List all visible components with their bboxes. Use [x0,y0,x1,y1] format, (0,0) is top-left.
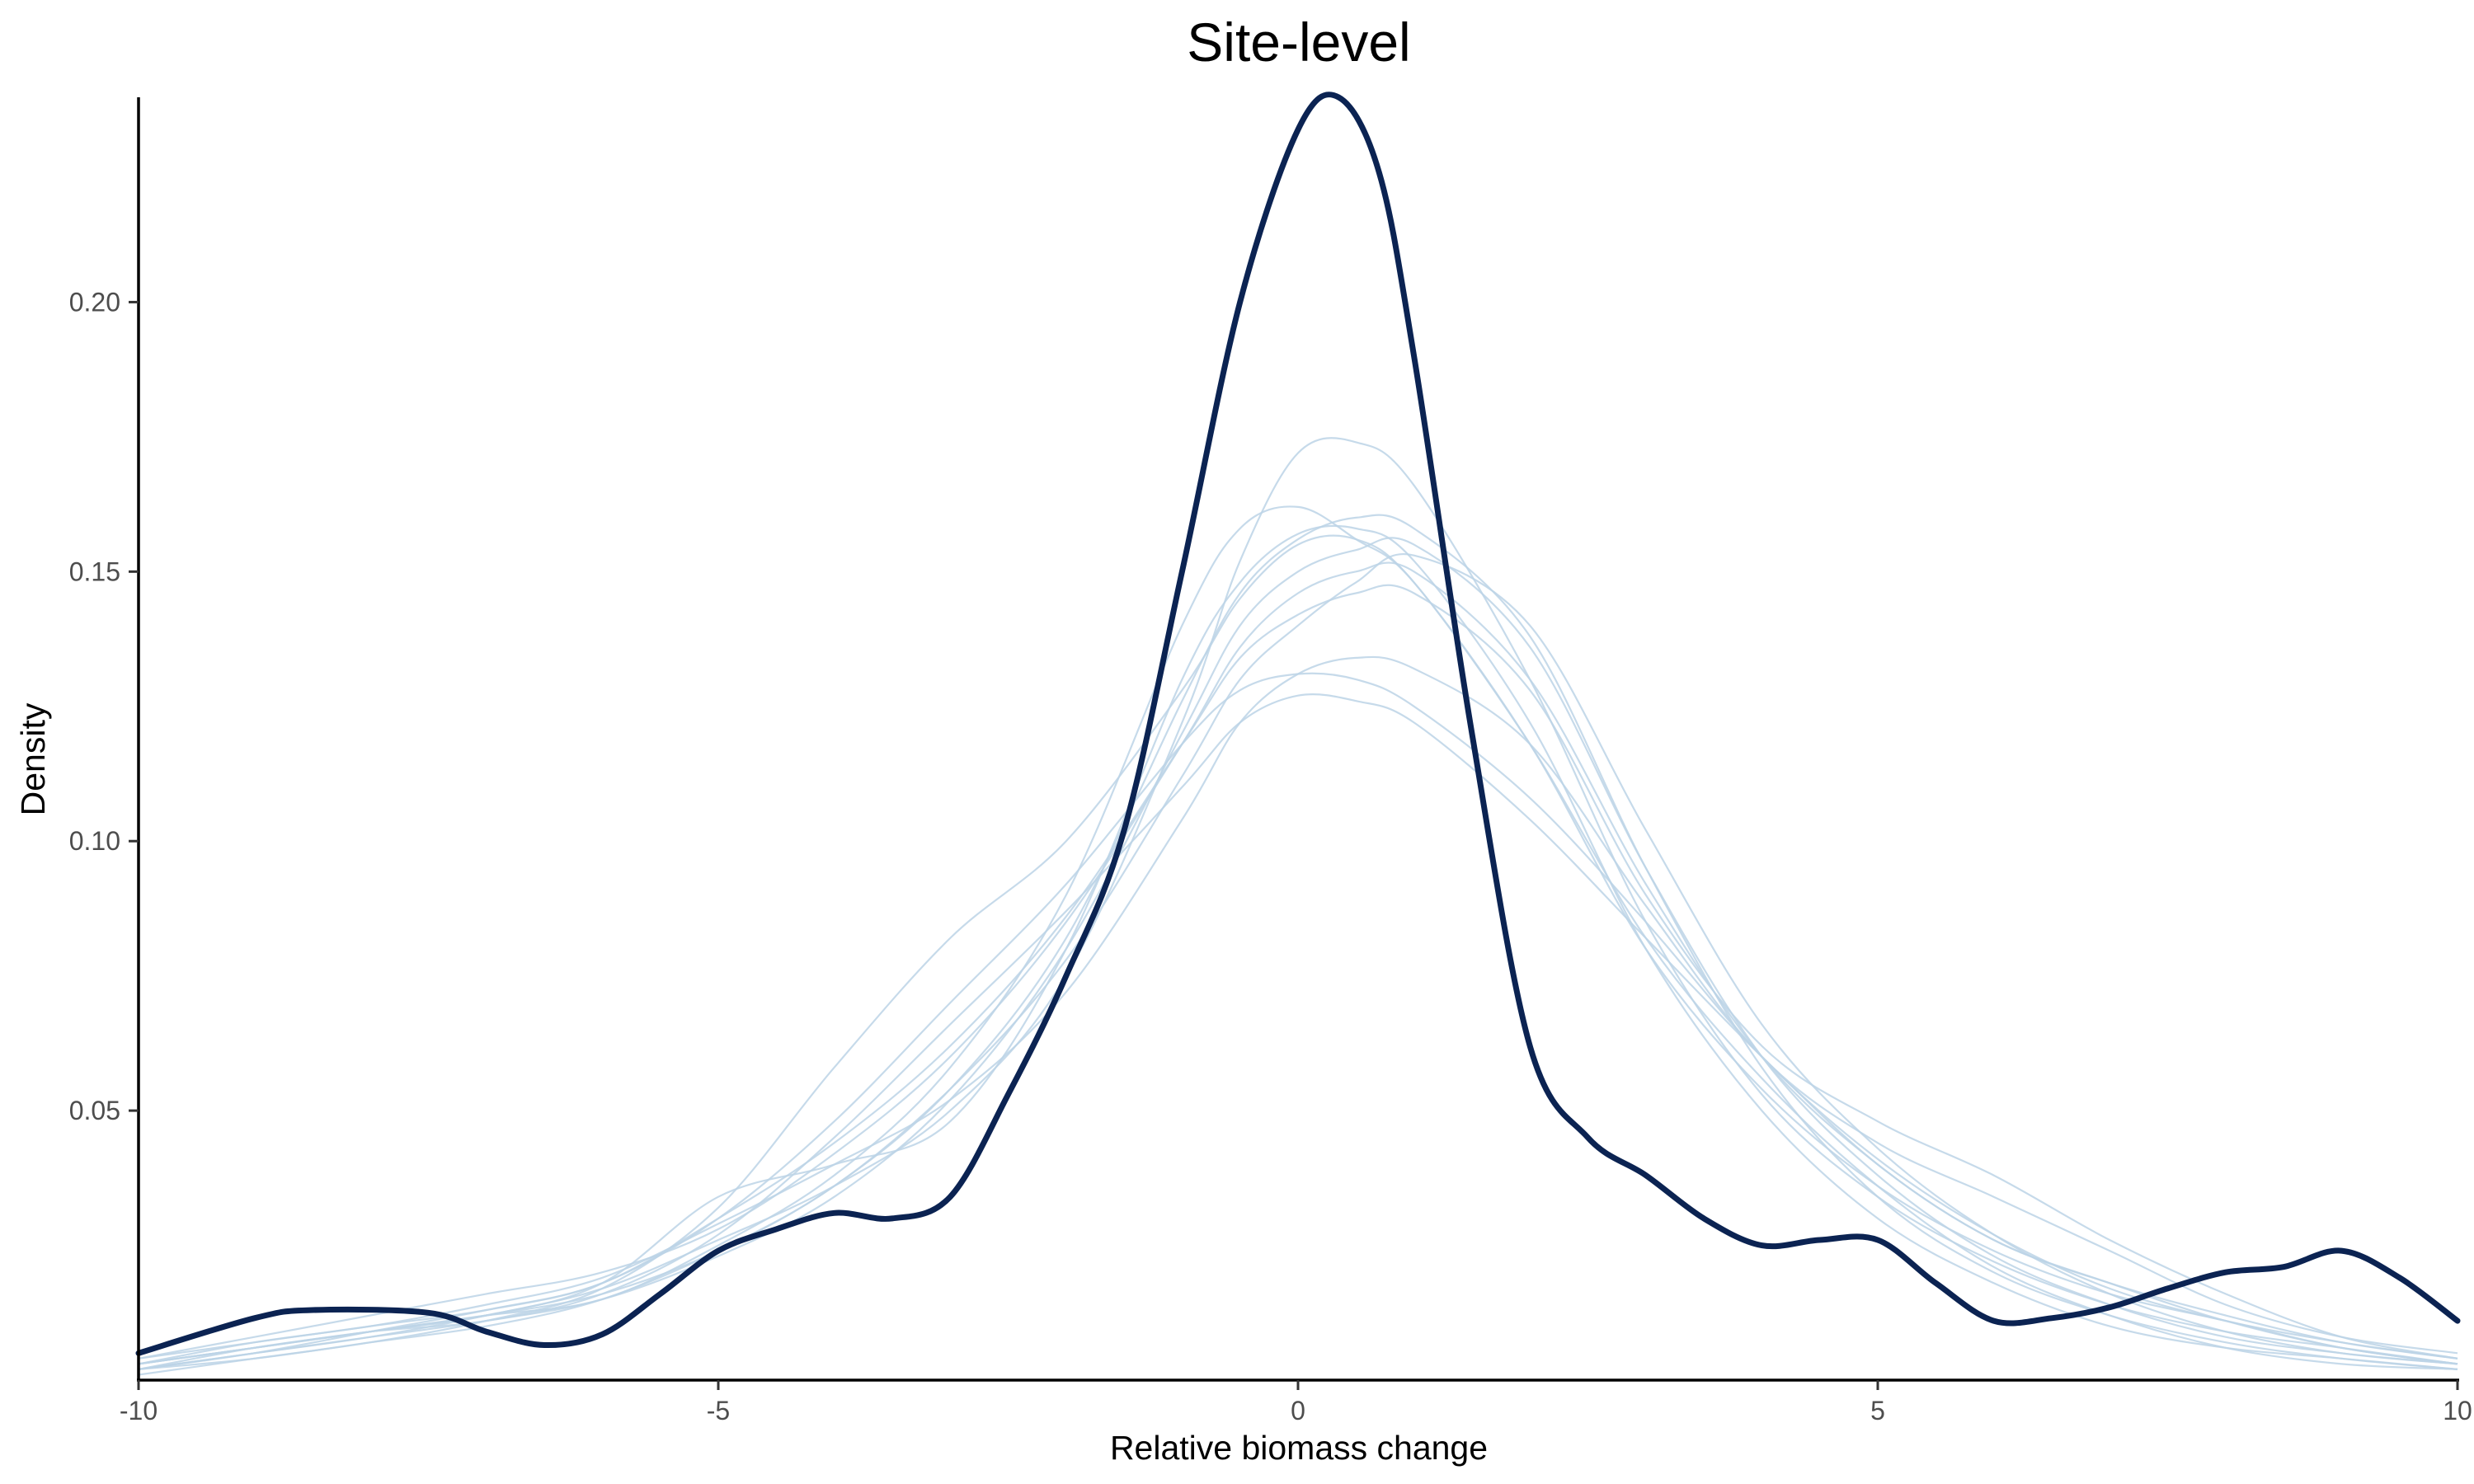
simulated-line-12 [138,514,2458,1370]
y-tick-label: 0.05 [69,1096,120,1125]
simulated-line-10 [138,584,2458,1370]
chart-title: Site-level [1187,12,1410,73]
observed-line [135,92,2461,1356]
simulated-lines [138,437,2458,1376]
simulated-line-9 [138,537,2458,1370]
x-tick-label: 10 [2443,1396,2472,1425]
simulated-line-2 [138,672,2458,1360]
x-tick-label: 5 [1870,1396,1885,1425]
x-ticks: -10 -5 0 5 10 [120,1380,2472,1425]
observed-line-group [135,92,2461,1356]
x-tick-label: -5 [707,1396,730,1425]
y-tick-label: 0.20 [69,287,120,317]
simulated-line-8 [138,553,2458,1365]
simulated-line-4 [138,534,2458,1376]
simulated-line-3 [138,437,2458,1370]
x-tick-label: 0 [1291,1396,1305,1425]
simulated-line-5 [138,524,2458,1370]
x-tick-label: -10 [120,1396,158,1425]
simulated-line-6 [138,561,2458,1365]
y-tick-label: 0.10 [69,826,120,856]
x-axis-label: Relative biomass change [1110,1429,1488,1467]
y-tick-label: 0.15 [69,556,120,586]
simulated-line-1 [138,693,2458,1365]
y-ticks: 0.05 0.10 0.15 0.20 [69,287,139,1125]
simulated-line-11 [138,655,2458,1365]
y-axis-label: Density [14,702,52,815]
